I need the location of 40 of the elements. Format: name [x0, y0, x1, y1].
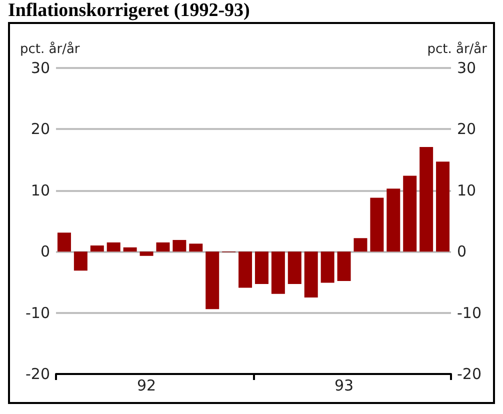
bar [238, 252, 252, 288]
y-tick-label: 20 [30, 120, 50, 138]
bar [189, 244, 203, 252]
bar [354, 238, 368, 252]
y-tick-label: 0 [40, 242, 50, 261]
y-axis-title: pct. år/år [20, 41, 80, 57]
bar [403, 176, 417, 252]
bar [436, 162, 450, 252]
y-tick-label: 30 [30, 59, 50, 77]
bar [254, 252, 268, 284]
bar [288, 252, 302, 284]
y2-tick-label: 10 [457, 181, 476, 200]
y2-tick-label: 20 [457, 120, 476, 138]
bar [156, 242, 170, 252]
x-tick-label: 93 [334, 376, 354, 394]
bar [172, 240, 186, 252]
y2-tick-label: -20 [457, 365, 482, 383]
y2-tick-label: -10 [457, 304, 482, 322]
bar [304, 252, 318, 298]
bar [420, 146, 434, 252]
bar [206, 252, 220, 310]
y-tick-label: 10 [30, 181, 50, 200]
bar [337, 252, 351, 281]
bar [271, 252, 285, 294]
bar [123, 247, 137, 252]
bar [90, 245, 104, 252]
bar [386, 188, 400, 252]
chart-title: Inflationskorrigeret (1992-93) [8, 0, 251, 22]
bar [370, 198, 384, 252]
y2-tick-label: 30 [457, 59, 476, 77]
bar [140, 252, 154, 256]
bar [320, 252, 334, 283]
bar [106, 242, 120, 252]
y2-axis-title: pct. år/år [427, 41, 488, 57]
y-tick-label: -10 [26, 304, 50, 322]
y-tick-label: -20 [26, 365, 50, 383]
y2-tick-label: 0 [457, 242, 467, 261]
bar [74, 252, 88, 271]
x-tick-label: 92 [136, 376, 156, 394]
bar [57, 232, 71, 252]
